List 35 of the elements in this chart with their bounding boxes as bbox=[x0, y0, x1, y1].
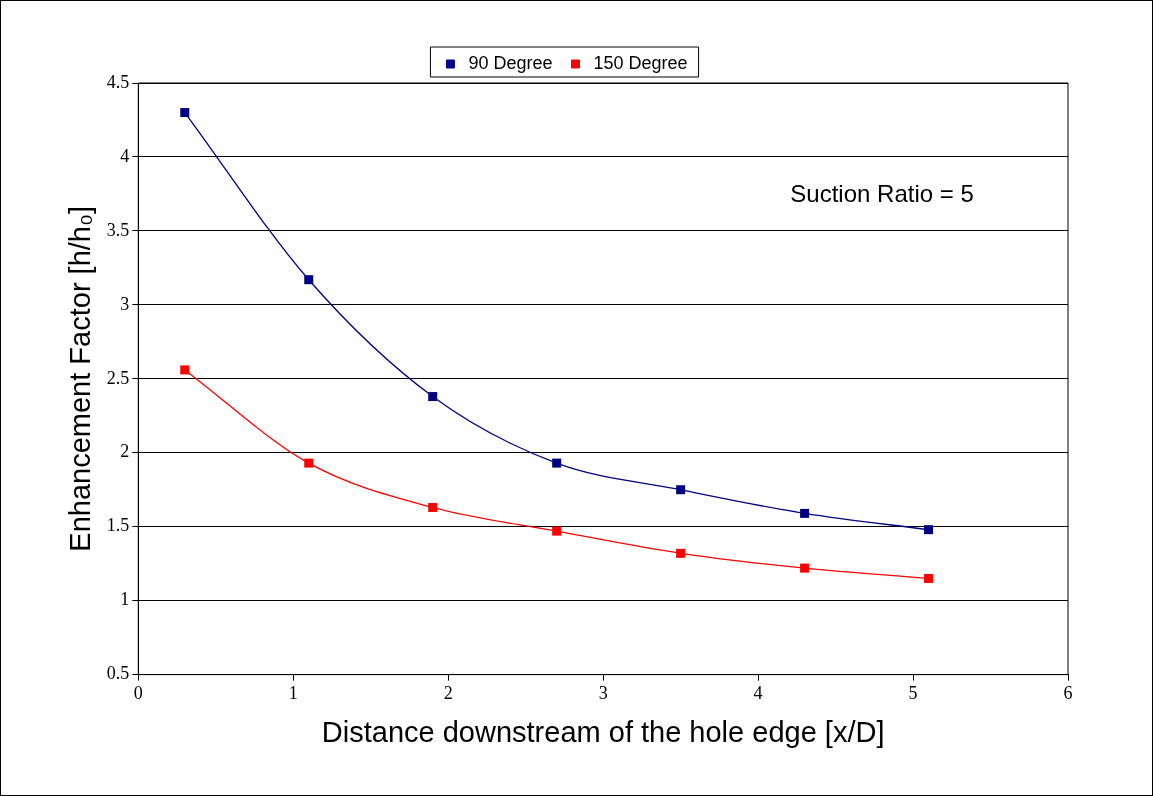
x-tick-label: 2 bbox=[443, 683, 453, 704]
point bbox=[304, 275, 314, 285]
point bbox=[800, 563, 810, 573]
legend-label: 150 Degree bbox=[593, 52, 688, 73]
point bbox=[924, 525, 934, 535]
point bbox=[428, 392, 438, 402]
x-tick-label: 4 bbox=[753, 683, 763, 704]
point bbox=[180, 365, 190, 375]
x-axis-title: Distance downstream of the hole edge [x/D] bbox=[321, 715, 885, 748]
x-tick-label: 6 bbox=[1063, 683, 1073, 704]
y-tick-label: 4.5 bbox=[106, 71, 130, 92]
point bbox=[552, 458, 562, 468]
legend-label: 90 Degree bbox=[468, 52, 553, 73]
point bbox=[676, 548, 686, 558]
x-tick-label: 1 bbox=[288, 683, 298, 704]
y-tick-label: 1.5 bbox=[106, 515, 130, 536]
y-tick-label: 3.5 bbox=[106, 219, 130, 240]
point bbox=[304, 458, 314, 468]
y-tick-label: 1 bbox=[120, 589, 130, 610]
point bbox=[180, 108, 190, 118]
y-tick-label: 2 bbox=[120, 441, 130, 462]
point bbox=[924, 573, 934, 583]
point bbox=[800, 508, 810, 518]
point bbox=[676, 485, 686, 495]
annotation: Suction Ratio = 5 bbox=[790, 179, 974, 207]
x-tick-label: 0 bbox=[133, 683, 143, 704]
x-tick-label: 5 bbox=[908, 683, 918, 704]
y-tick-label: 0.5 bbox=[106, 663, 130, 684]
point bbox=[428, 502, 438, 512]
x-tick-label: 3 bbox=[598, 683, 608, 704]
y-tick-label: 4 bbox=[120, 145, 130, 166]
y-axis-title: Enhancement Factor [h/h₀] bbox=[64, 205, 97, 552]
y-tick-label: 2.5 bbox=[106, 367, 130, 388]
point bbox=[552, 526, 562, 536]
y-tick-label: 3 bbox=[120, 293, 130, 314]
